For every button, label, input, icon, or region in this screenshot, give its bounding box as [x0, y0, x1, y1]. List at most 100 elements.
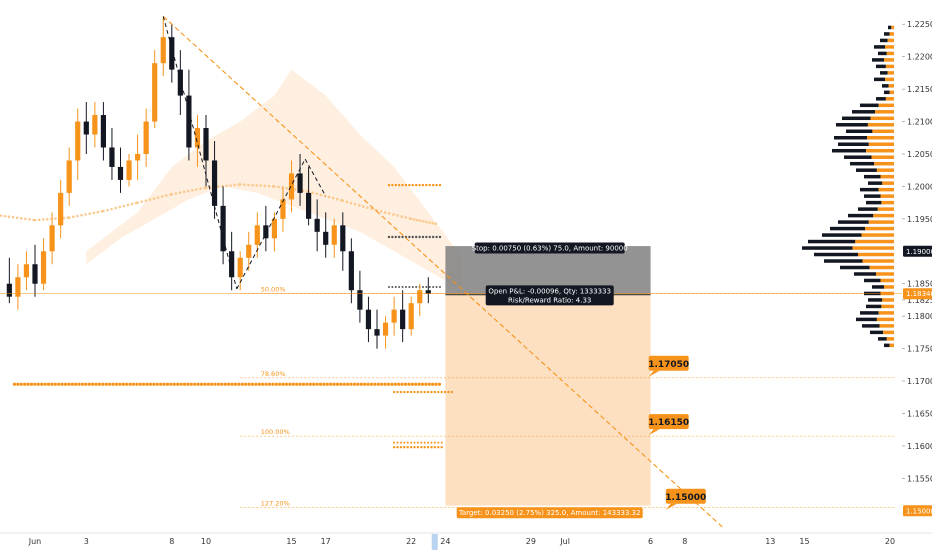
profile-bar-dark — [856, 317, 877, 322]
candle-body — [66, 160, 72, 193]
candle-25[interactable] — [220, 186, 226, 265]
x-tick-label: 6 — [648, 537, 653, 546]
candle-6[interactable] — [58, 179, 64, 239]
profile-bar-dark — [866, 200, 882, 205]
candle-14[interactable] — [126, 153, 132, 187]
candle-2[interactable] — [23, 251, 30, 291]
candle-9[interactable] — [83, 102, 89, 154]
candle-44[interactable] — [382, 316, 389, 349]
profile-bar-dark — [870, 330, 884, 335]
y-tick-label: 1.18250 — [907, 296, 932, 305]
target-callout-1[interactable]: 1.16150 — [648, 414, 689, 436]
candle-40[interactable] — [348, 238, 354, 304]
candle-body — [117, 166, 124, 180]
candle-26[interactable] — [229, 231, 235, 291]
candle-body — [220, 205, 226, 252]
price-axis[interactable]: 1.22500 1.22000 1.21500 1.21000 1.20500 1.200… — [902, 20, 932, 483]
candle-20[interactable] — [177, 50, 183, 116]
candle-46[interactable] — [400, 290, 406, 343]
candle-41[interactable] — [357, 270, 363, 323]
zigzag-line-0[interactable] — [162, 16, 238, 290]
profile-bar-dark — [864, 174, 881, 179]
profile-bar-light — [885, 97, 894, 101]
candle-30[interactable] — [263, 205, 269, 252]
candles[interactable] — [6, 17, 431, 349]
target-callout-0[interactable]: 1.17050 — [648, 355, 689, 377]
candle-36[interactable] — [314, 199, 320, 252]
target-info-box[interactable]: Target: 0.03250 (2.75%) 325.0, Amount: 1… — [456, 507, 643, 519]
time-axis[interactable]: Jun 3 8 10 15 17 22 24 29 Jul 6 8 13 15 20 — [0, 532, 932, 550]
y-tick-label: 1.16500 — [907, 409, 932, 418]
pnl-info-box[interactable]: Open P&L: -0.00096, Qty: 1333333 Risk/Re… — [485, 285, 614, 306]
candle-31[interactable] — [271, 212, 277, 252]
profile-bar-light — [855, 239, 894, 244]
zigzag-line-1[interactable] — [236, 158, 306, 290]
profile-bar-light — [868, 220, 894, 224]
candle-11[interactable] — [100, 102, 106, 161]
target-callout-2[interactable]: 1.15000 — [665, 488, 706, 510]
cloud-layer — [86, 69, 463, 291]
candle-18[interactable] — [160, 17, 166, 77]
candle-body — [237, 257, 243, 278]
candle-32[interactable] — [280, 186, 286, 232]
profile-bar-dark — [856, 168, 877, 172]
profile-bar-light — [881, 304, 894, 309]
candle-45[interactable] — [391, 296, 397, 336]
fib-label-2: 100.00% — [261, 428, 290, 436]
candle-10[interactable] — [92, 102, 98, 148]
candle-13[interactable] — [117, 147, 124, 193]
candle-38[interactable] — [331, 218, 337, 258]
candle-body — [323, 231, 329, 245]
candle-body — [32, 264, 38, 284]
profile-bar-dark — [876, 64, 886, 69]
candle-15[interactable] — [135, 134, 141, 180]
candle-49[interactable] — [425, 277, 431, 304]
profile-bar-light — [876, 168, 894, 172]
x-tick-label: 20 — [885, 537, 895, 546]
candle-48[interactable] — [417, 283, 423, 317]
profile-bar-light — [881, 200, 894, 205]
candle-35[interactable] — [306, 166, 312, 226]
candle-21[interactable] — [186, 69, 192, 161]
candle-34[interactable] — [297, 153, 303, 206]
candle-37[interactable] — [323, 212, 329, 258]
candle-39[interactable] — [340, 212, 346, 271]
profile-bar-light — [867, 136, 894, 140]
profile-bar-light — [882, 181, 894, 185]
candle-4[interactable] — [40, 238, 47, 291]
candle-43[interactable] — [374, 309, 380, 349]
candle-28[interactable] — [246, 231, 252, 271]
zigzag-line-2[interactable] — [304, 158, 327, 197]
candle-12[interactable] — [109, 128, 115, 180]
candle-27[interactable] — [237, 251, 243, 291]
profile-bar-light — [876, 272, 894, 276]
candle-body — [49, 225, 55, 252]
position-tool[interactable] — [445, 246, 651, 506]
candle-8[interactable] — [75, 108, 81, 180]
candle-5[interactable] — [49, 212, 55, 265]
y-tick-label: 1.20500 — [907, 150, 932, 159]
x-tick-label: 10 — [201, 537, 211, 546]
descending-trend-line[interactable] — [162, 16, 723, 528]
profile-bar-light — [871, 155, 894, 159]
trend-lines[interactable] — [162, 16, 723, 528]
stop-info-box[interactable]: Stop: 0.00750 (0.63%) 75.0, Amount: 9000… — [472, 242, 628, 254]
price-badge-119000-text: 1.19000 — [906, 248, 932, 256]
candle-1[interactable] — [15, 264, 21, 310]
candle-16[interactable] — [143, 108, 149, 167]
candle-47[interactable] — [408, 296, 414, 336]
target-callouts[interactable]: 1.17050 1.16150 1.15000 — [648, 355, 706, 510]
profile-bar-light — [889, 90, 894, 95]
target-zone[interactable] — [445, 294, 651, 506]
candle-33[interactable] — [288, 160, 295, 213]
candle-0[interactable] — [6, 257, 12, 304]
candle-42[interactable] — [365, 296, 372, 343]
candle-19[interactable] — [169, 24, 175, 83]
candle-17[interactable] — [152, 50, 158, 129]
candle-3[interactable] — [32, 244, 38, 297]
profile-bar-dark — [850, 161, 875, 166]
profile-bar-dark — [808, 239, 856, 244]
candle-7[interactable] — [66, 147, 72, 206]
candle-22[interactable] — [194, 115, 201, 167]
